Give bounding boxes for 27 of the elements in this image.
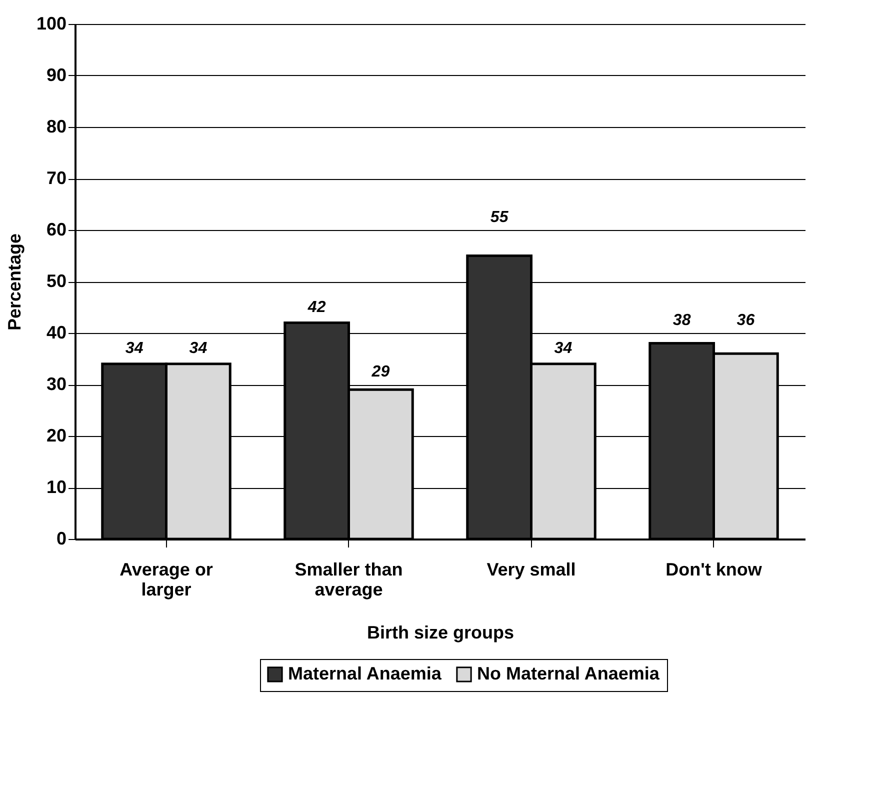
data-label: 34 [554,340,572,358]
y-tick-label: 50 [46,271,66,291]
data-label: 34 [125,340,144,358]
x-tick-label: Average or larger [120,560,213,600]
legend-label: Maternal Anaemia [288,663,442,684]
data-label: 36 [736,312,755,329]
data-label: 29 [370,363,390,380]
y-tick-label: 10 [46,477,66,497]
legend-label: No Maternal Anaemia [477,663,660,684]
data-label: 42 [306,298,326,316]
x-axis-title: Birth size groups [366,622,514,642]
y-tick-label: 0 [56,528,66,548]
data-label: 55 [490,208,510,226]
y-tick-label: 40 [46,322,66,342]
y-tick-label: 90 [46,65,66,85]
y-tick-label: 80 [46,116,66,136]
y-tick-label: 20 [46,426,66,446]
y-tick-label: 100 [36,14,66,34]
y-axis-title: Percentage [4,233,24,331]
data-label: 34 [189,340,208,358]
x-tick-label: Smaller than average [294,560,403,600]
x-tick-label: Very small [486,560,576,580]
x-tick-label: Don't know [666,560,763,580]
y-tick-label: 60 [46,220,66,240]
y-tick-label: 30 [46,374,66,394]
data-label: 38 [672,312,691,329]
y-tick-label: 70 [46,168,66,188]
